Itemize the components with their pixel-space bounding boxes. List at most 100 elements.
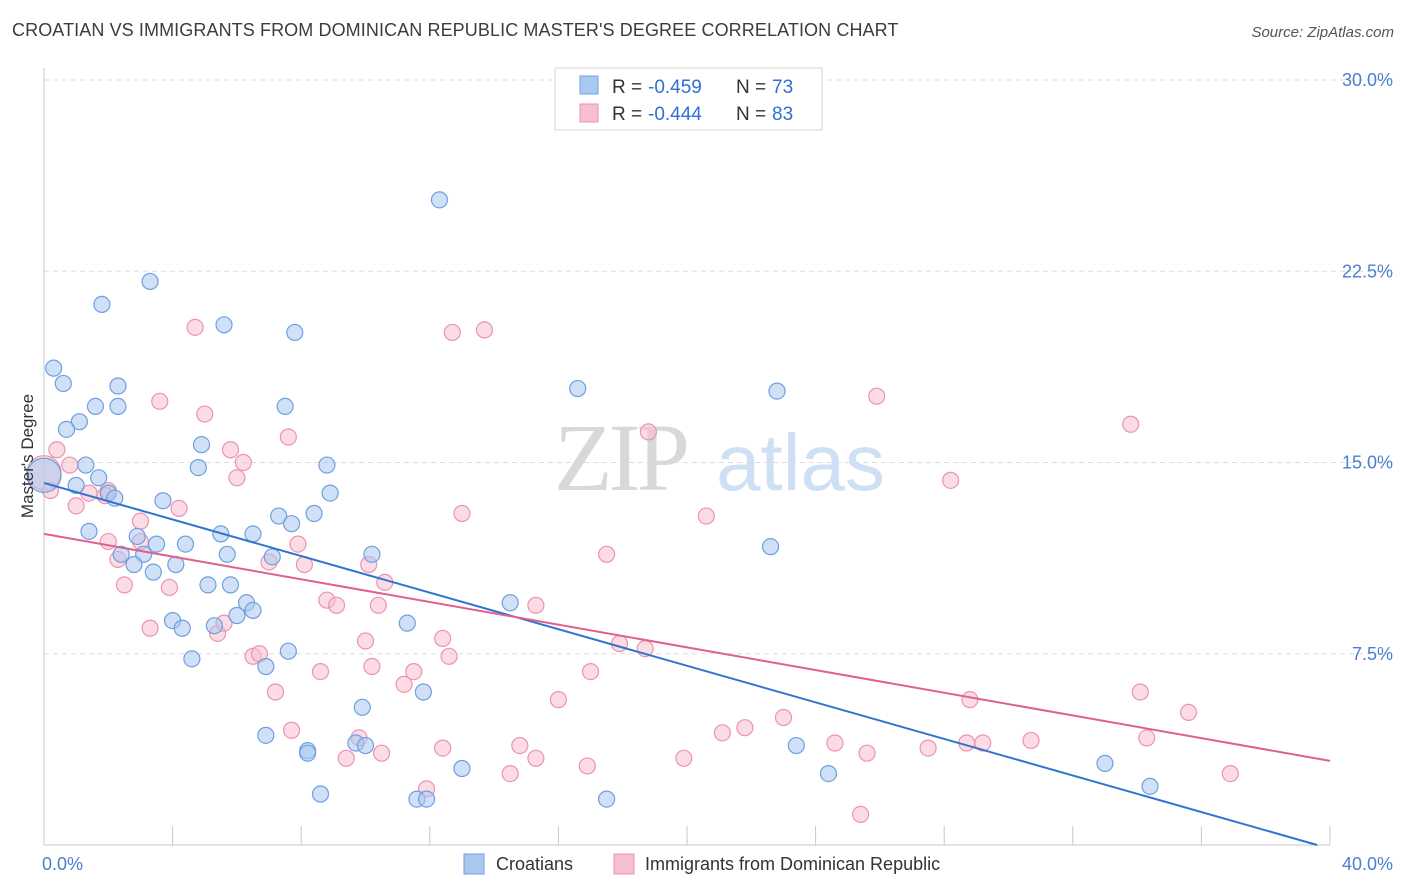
dominican-point: [527, 596, 545, 614]
croatian-point: [147, 535, 166, 553]
dominican-point: [578, 757, 596, 775]
chart-title: CROATIAN VS IMMIGRANTS FROM DOMINICAN RE…: [12, 20, 899, 40]
dominican-point: [549, 691, 568, 709]
croatian-point: [363, 545, 381, 563]
croatian-point: [398, 614, 416, 632]
dominican-point: [1022, 731, 1040, 750]
dominican-point: [363, 657, 381, 676]
croatian-point: [228, 606, 246, 625]
axes: [43, 68, 1331, 846]
x-tick-label: 0.0%: [42, 854, 83, 874]
croatian-point: [286, 323, 304, 342]
dominican-point: [675, 749, 693, 767]
croatian-point: [189, 459, 207, 477]
dominican-point: [501, 764, 519, 783]
croatian-point: [257, 726, 275, 744]
dominican-point: [581, 662, 600, 681]
dominican-point: [440, 647, 458, 665]
croatian-point: [154, 492, 172, 510]
croatian-point: [144, 563, 162, 581]
croatian-point: [270, 507, 288, 525]
watermark: ZIP atlas: [554, 404, 885, 511]
dominican-point: [736, 719, 754, 737]
dominican-point: [942, 471, 960, 489]
dominican-point: [369, 596, 387, 614]
dominican-point: [61, 456, 79, 474]
y-tick-label: 15.0%: [1342, 453, 1393, 473]
legend-top: R = -0.459 N = 73 R = -0.444 N = 83: [554, 67, 823, 131]
dominican-point: [170, 499, 188, 517]
croatian-point: [80, 522, 98, 540]
dominican-point: [826, 734, 844, 752]
dominican-point: [1131, 683, 1149, 701]
croatian-point: [70, 413, 88, 431]
croatian-point: [26, 457, 62, 493]
dominican-point: [919, 739, 937, 757]
dominican-point: [337, 749, 355, 767]
croatian-point: [128, 527, 146, 546]
dominican-point: [289, 535, 307, 553]
croatian-point: [263, 548, 281, 566]
dominican-point: [221, 441, 240, 459]
croatian-point: [311, 785, 330, 803]
dominican-point: [1138, 729, 1156, 747]
y-axis-title: Master's Degree: [18, 394, 37, 518]
dominican-point: [356, 632, 375, 650]
croatian-point: [57, 420, 76, 438]
croatian-point: [1096, 754, 1114, 773]
croatian-point: [199, 576, 217, 594]
croatian-point: [221, 576, 240, 594]
dominican-point: [282, 721, 301, 739]
croatian-point: [86, 397, 105, 415]
legend-n-label-2: N =: [736, 104, 766, 125]
dominican-point: [234, 453, 252, 472]
y-tick-label: 7.5%: [1352, 644, 1393, 664]
dominican-point: [511, 736, 529, 755]
croatian-point: [93, 295, 111, 313]
grid-lines: [44, 79, 1392, 655]
croatian-point: [173, 619, 191, 637]
trend-line-dominican: [43, 532, 1331, 762]
croatian-point: [192, 436, 211, 454]
croatian-point: [453, 759, 471, 778]
legend-bottom-label-croatians: Croatians: [496, 854, 573, 874]
dominican-point: [974, 734, 992, 752]
croatian-point: [112, 545, 130, 563]
dominican-point: [713, 724, 731, 742]
croatian-point: [141, 272, 159, 291]
dominican-point: [443, 323, 461, 342]
watermark-zip: ZIP: [554, 404, 687, 511]
croatian-point: [1141, 777, 1159, 795]
croatian-point: [282, 515, 301, 533]
croatian-point: [768, 382, 786, 400]
dominican-point: [868, 387, 886, 405]
legend-bottom-label-dominican: Immigrants from Dominican Republic: [645, 854, 940, 874]
croatian-point: [67, 476, 85, 495]
dominican-point: [186, 318, 204, 336]
dominican-point: [115, 576, 133, 594]
dominican-point: [852, 805, 870, 824]
croatian-point: [176, 535, 195, 553]
dominican-point: [1221, 764, 1239, 783]
dominican-point: [279, 428, 297, 446]
legend-n-value-1: 73: [772, 77, 793, 98]
dominican-point: [527, 749, 545, 767]
dominican-point: [395, 675, 413, 693]
tick-labels: 7.5% 15.0% 22.5% 30.0% 0.0% 40.0%: [42, 70, 1393, 874]
croatian-point: [77, 456, 95, 474]
croatian-point: [45, 359, 63, 377]
croatian-point: [54, 374, 72, 393]
croatian-point: [356, 736, 375, 755]
trend-lines: [43, 481, 1331, 846]
dominican-point: [67, 497, 85, 515]
croatian-point: [109, 377, 127, 395]
dominican-point: [434, 739, 452, 757]
dominican-point: [434, 629, 452, 648]
legend-bottom: Croatians Immigrants from Dominican Repu…: [463, 853, 940, 875]
dominican-point: [961, 691, 979, 709]
dominican-point: [151, 392, 169, 410]
croatian-point: [598, 790, 616, 808]
croatian-point: [244, 525, 262, 543]
dominican-point: [160, 578, 178, 597]
legend-bottom-swatch-dominican: [613, 853, 635, 875]
